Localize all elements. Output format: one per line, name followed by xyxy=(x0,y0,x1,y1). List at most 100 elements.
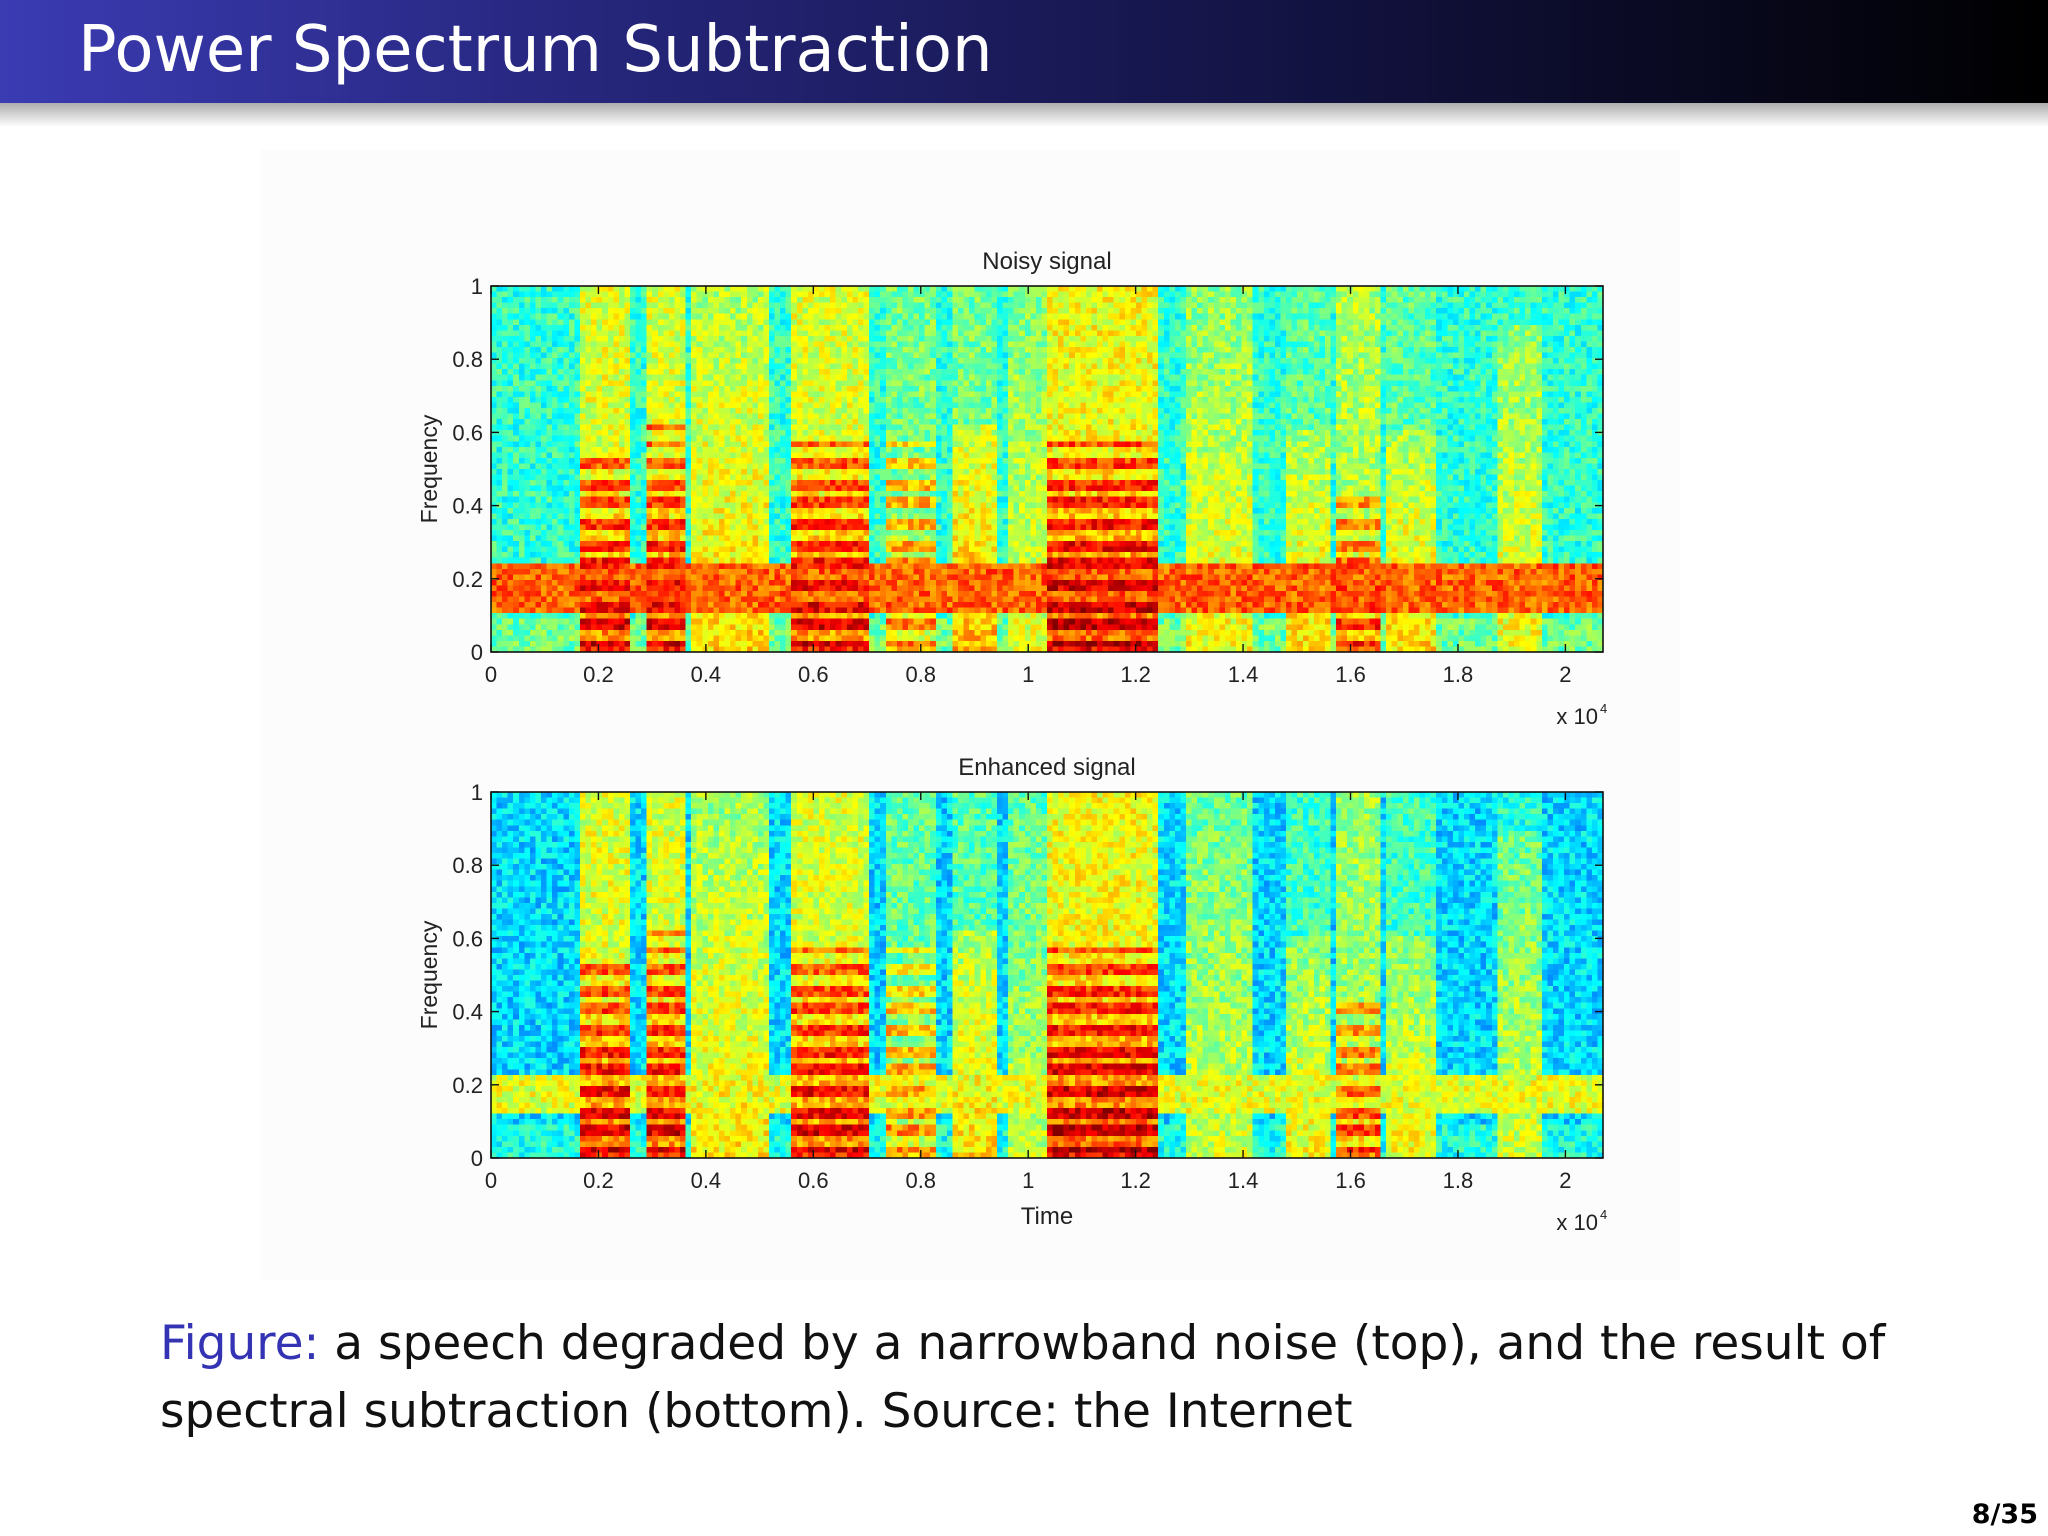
heatmap-cell xyxy=(730,363,737,370)
heatmap-cell xyxy=(896,485,904,492)
heatmap-cell xyxy=(535,552,542,559)
heatmap-cell xyxy=(807,557,815,564)
heatmap-cell xyxy=(819,352,826,359)
heatmap-cell xyxy=(563,291,570,298)
heatmap-cell xyxy=(541,308,548,315)
heatmap-cell xyxy=(852,347,859,354)
heatmap-cell xyxy=(835,535,842,542)
heatmap-cell xyxy=(646,496,653,503)
heatmap-cell xyxy=(668,335,676,343)
heatmap-cell xyxy=(668,557,676,564)
heatmap-cell xyxy=(607,424,614,431)
heatmap-cell xyxy=(646,535,653,542)
heatmap-cell xyxy=(602,413,609,420)
heatmap-cell xyxy=(563,480,570,487)
heatmap-cell xyxy=(652,579,659,587)
heatmap-cell xyxy=(896,374,904,381)
heatmap-cell xyxy=(741,413,748,420)
heatmap-cell xyxy=(757,613,765,620)
heatmap-cell xyxy=(824,396,831,404)
heatmap-cell xyxy=(680,286,687,293)
heatmap-cell xyxy=(663,457,670,465)
heatmap-cell xyxy=(685,557,692,564)
heatmap-cell xyxy=(496,474,503,481)
heatmap-cell xyxy=(874,286,881,293)
heatmap-cell xyxy=(802,419,809,426)
heatmap-cell xyxy=(824,358,831,365)
heatmap-cell xyxy=(741,602,748,609)
heatmap-cell xyxy=(880,568,887,575)
heatmap-cell xyxy=(646,302,653,309)
heatmap-cell xyxy=(652,507,659,514)
heatmap-cell xyxy=(902,579,909,587)
heatmap-cell xyxy=(513,629,520,636)
heatmap-cell xyxy=(807,380,815,387)
heatmap-cell xyxy=(563,424,570,431)
heatmap-cell xyxy=(885,602,892,609)
heatmap-cell xyxy=(702,624,709,631)
heatmap-cell xyxy=(724,646,731,653)
heatmap-cell xyxy=(746,347,753,354)
heatmap-cell xyxy=(702,563,709,570)
heatmap-cell xyxy=(718,358,726,365)
heatmap-cell xyxy=(691,518,698,526)
heatmap-cell xyxy=(552,552,559,559)
heatmap-cell xyxy=(596,480,603,487)
heatmap-cell xyxy=(541,286,548,293)
heatmap-cell xyxy=(841,446,848,453)
heatmap-cell xyxy=(735,408,742,415)
heatmap-cell xyxy=(841,524,848,531)
heatmap-cell xyxy=(696,568,703,575)
heatmap-cell xyxy=(535,335,542,343)
heatmap-cell xyxy=(813,358,820,365)
heatmap-cell xyxy=(885,441,892,448)
heatmap-cell xyxy=(763,297,770,304)
heatmap-cell xyxy=(824,640,831,648)
heatmap-cell xyxy=(830,352,837,359)
heatmap-cell xyxy=(874,369,881,376)
heatmap-cell xyxy=(846,579,853,587)
heatmap-cell xyxy=(579,535,587,542)
heatmap-cell xyxy=(568,596,575,603)
heatmap-cell xyxy=(563,518,570,526)
heatmap-cell xyxy=(874,579,881,587)
heatmap-cell xyxy=(730,374,737,381)
heatmap-cell xyxy=(874,613,881,620)
heatmap-cell xyxy=(496,324,503,331)
heatmap-cell xyxy=(807,319,815,326)
heatmap-cell xyxy=(691,302,698,309)
heatmap-cell xyxy=(502,602,509,609)
heatmap-cell xyxy=(724,607,731,614)
heatmap-cell xyxy=(791,518,798,526)
heatmap-cell xyxy=(591,624,598,631)
heatmap-cell xyxy=(646,419,653,426)
heatmap-cell xyxy=(624,474,631,481)
heatmap-cell xyxy=(574,530,581,537)
heatmap-cell xyxy=(857,491,865,498)
heatmap-cell xyxy=(791,524,798,531)
heatmap-cell xyxy=(707,380,714,387)
heatmap-cell xyxy=(796,424,803,431)
heatmap-cell xyxy=(513,330,520,337)
heatmap-cell xyxy=(813,291,820,298)
heatmap-cell xyxy=(591,485,598,492)
heatmap-cell xyxy=(630,557,637,564)
heatmap-cell xyxy=(674,507,681,514)
heatmap-cell xyxy=(852,563,859,570)
heatmap-cell xyxy=(841,330,848,337)
heatmap-cell xyxy=(507,452,514,459)
heatmap-cell xyxy=(885,535,892,542)
heatmap-cell xyxy=(618,607,626,614)
heatmap-cell xyxy=(891,358,898,365)
heatmap-cell xyxy=(835,541,842,548)
heatmap-cell xyxy=(630,541,637,548)
heatmap-cell xyxy=(491,474,498,481)
slide-title: Power Spectrum Subtraction xyxy=(78,2,993,98)
heatmap-cell xyxy=(541,324,548,331)
heatmap-cell xyxy=(646,602,653,609)
heatmap-cell xyxy=(730,552,737,559)
heatmap-cell xyxy=(668,480,676,487)
heatmap-cell xyxy=(707,419,714,426)
heatmap-cell xyxy=(685,469,692,476)
heatmap-cell xyxy=(774,535,781,542)
